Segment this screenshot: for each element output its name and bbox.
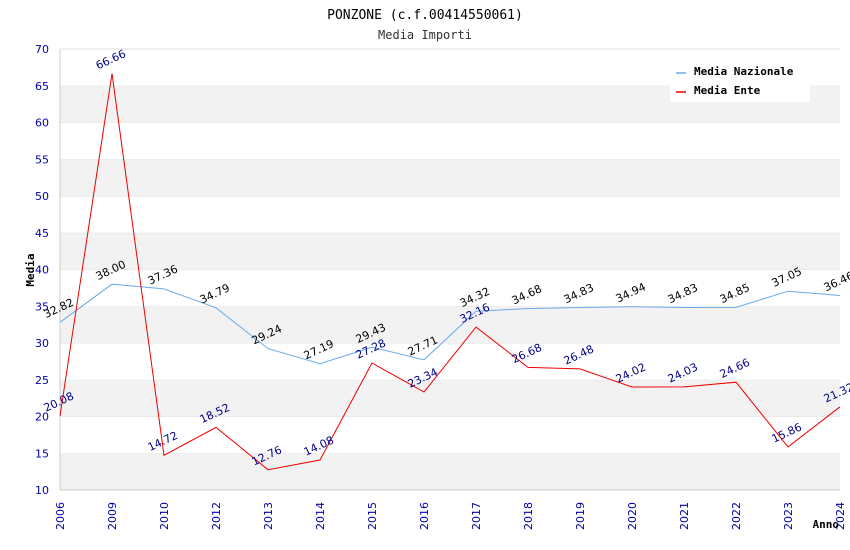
grid-band: [60, 379, 840, 417]
grid-band: [60, 232, 840, 270]
y-tick-label: 45: [35, 227, 49, 240]
grid-band: [60, 306, 840, 343]
y-tick-label: 60: [35, 117, 49, 130]
y-tick-label: 25: [35, 374, 49, 387]
x-tick-label: 2018: [522, 502, 535, 530]
x-tick-label: 2024: [834, 502, 847, 530]
x-tick-label: 2023: [782, 502, 795, 530]
x-tick-label: 2006: [54, 502, 67, 530]
legend-label-nazionale: Media Nazionale: [694, 65, 794, 78]
series-lines: [59, 73, 841, 471]
grid-band: [60, 159, 840, 196]
x-tick-label: 2019: [574, 502, 587, 530]
chart-subtitle: Media Importi: [378, 28, 472, 42]
grid-band: [60, 122, 840, 160]
x-tick-label: 2013: [262, 502, 275, 530]
y-tick-label: 50: [35, 190, 49, 203]
grid-band: [60, 453, 840, 490]
x-axis-label: Anno: [813, 518, 840, 531]
y-tick-label: 70: [35, 43, 49, 56]
x-tick-label: 2014: [314, 502, 327, 530]
x-tick-label: 2009: [106, 502, 119, 530]
legend: Media Nazionale Media Ente: [670, 60, 810, 102]
y-tick-labels: 10 15 20 25 30 35 40 45 50 55 60 65 70: [35, 43, 49, 497]
grid-band: [60, 343, 840, 380]
x-tick-label: 2010: [158, 502, 171, 530]
series-line-media-ente: [59, 73, 841, 471]
x-tick-label: 2022: [730, 502, 743, 530]
series-line-media-nazionale: [59, 283, 841, 365]
x-tick-labels: 2006 2009 2010 2012 2013 2014 2015 2016 2017 2018…: [54, 502, 847, 530]
x-tick-label: 2012: [210, 502, 223, 530]
y-tick-label: 30: [35, 337, 49, 350]
y-tick-label: 40: [35, 264, 49, 277]
y-tick-label: 65: [35, 80, 49, 93]
chart-title: PONZONE (c.f.00414550061): [327, 8, 523, 23]
x-tick-label: 2016: [418, 502, 431, 530]
y-tick-label: 35: [35, 300, 49, 313]
grid-band: [60, 196, 840, 233]
x-tick-label: 2021: [678, 502, 691, 530]
y-tick-label: 15: [35, 447, 49, 460]
x-tick-label: 2017: [470, 502, 483, 530]
x-tick-label: 2020: [626, 502, 639, 530]
y-tick-label: 20: [35, 411, 49, 424]
grid-band: [60, 269, 840, 307]
axes: [59, 49, 840, 491]
legend-label-ente: Media Ente: [694, 84, 761, 97]
y-tick-label: 10: [35, 484, 49, 497]
grid-band: [60, 416, 840, 454]
x-tick-label: 2015: [366, 502, 379, 530]
legend-box: [670, 60, 810, 102]
y-tick-label: 55: [35, 153, 49, 166]
y-axis-label: Media: [24, 253, 37, 286]
